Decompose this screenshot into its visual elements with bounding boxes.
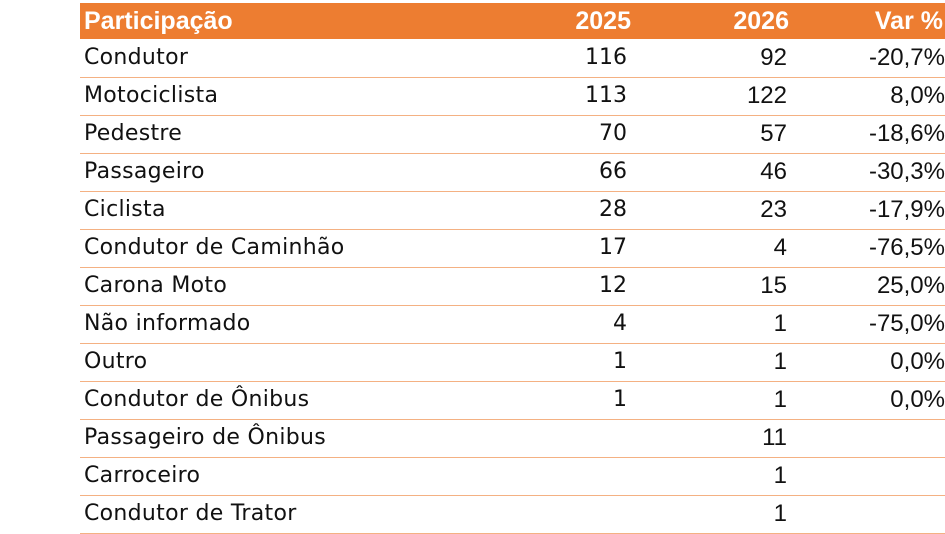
row-var-percent: -18,6% (791, 115, 945, 154)
row-var-percent: -17,9% (791, 191, 945, 230)
row-name: Pedestre (80, 115, 433, 154)
row-value-2026: 1 (633, 343, 791, 382)
row-value-2025: 116 (433, 39, 633, 78)
row-value-2026: 92 (633, 39, 791, 78)
table-row: Condutor de Caminhão 17 4 -76,5% (80, 229, 945, 268)
row-value-2025: 17 (433, 229, 633, 268)
row-var-percent: -30,3% (791, 153, 945, 192)
row-value-2026: 15 (633, 267, 791, 306)
table-row: Ciclista 28 23 -17,9% (80, 191, 945, 230)
row-name: Ciclista (80, 191, 433, 230)
row-name: Condutor de Trator (80, 495, 433, 534)
row-name: Condutor de Caminhão (80, 229, 433, 268)
header-year-2026: 2026 (733, 7, 789, 35)
header-participacao: Participação (84, 7, 233, 35)
row-value-2025: 1 (433, 381, 633, 420)
row-name: Motociclista (80, 77, 433, 116)
row-value-2026: 46 (633, 153, 791, 192)
row-var-percent: -76,5% (791, 229, 945, 268)
row-value-2026: 1 (633, 457, 791, 496)
table-row: Condutor de Trator 1 (80, 495, 945, 534)
row-name: Carroceiro (80, 457, 433, 496)
row-value-2026: 122 (633, 77, 791, 116)
row-value-2026: 1 (633, 381, 791, 420)
row-var-percent (791, 495, 945, 534)
row-value-2025: 4 (433, 305, 633, 344)
row-value-2025: 70 (433, 115, 633, 154)
participation-table: Participação 2025 2026 Var % Condutor 11… (80, 3, 945, 534)
header-var-percent: Var % (874, 7, 943, 35)
row-var-percent: 0,0% (791, 381, 945, 420)
table-row: Condutor 116 92 -20,7% (80, 39, 945, 78)
header-row: Participação 2025 2026 Var % (80, 3, 945, 39)
row-var-percent (791, 419, 945, 458)
row-value-2026: 57 (633, 115, 791, 154)
row-value-2026: 11 (633, 419, 791, 458)
row-name: Carona Moto (80, 267, 433, 306)
row-value-2026: 1 (633, 495, 791, 534)
participation-table-container: Participação 2025 2026 Var % Condutor 11… (80, 3, 945, 534)
row-value-2025: 28 (433, 191, 633, 230)
row-name: Condutor de Ônibus (80, 381, 433, 420)
row-name: Não informado (80, 305, 433, 344)
row-name: Outro (80, 343, 433, 382)
table-row: Não informado 4 1 -75,0% (80, 305, 945, 344)
row-var-percent: -20,7% (791, 39, 945, 78)
row-value-2025 (433, 495, 633, 534)
table-row: Carroceiro 1 (80, 457, 945, 496)
row-name: Passageiro de Ônibus (80, 419, 433, 458)
row-var-percent: 25,0% (791, 267, 945, 306)
row-value-2025: 113 (433, 77, 633, 116)
table-row: Motociclista 113 122 8,0% (80, 77, 945, 116)
row-value-2025: 66 (433, 153, 633, 192)
table-row: Outro 1 1 0,0% (80, 343, 945, 382)
row-var-percent (791, 457, 945, 496)
table-body: Condutor 116 92 -20,7% Motociclista 113 … (80, 39, 945, 534)
table-row: Condutor de Ônibus 1 1 0,0% (80, 381, 945, 420)
table-row: Carona Moto 12 15 25,0% (80, 267, 945, 306)
row-value-2026: 23 (633, 191, 791, 230)
table-row: Passageiro 66 46 -30,3% (80, 153, 945, 192)
row-name: Passageiro (80, 153, 433, 192)
row-var-percent: 8,0% (791, 77, 945, 116)
row-value-2026: 4 (633, 229, 791, 268)
table-header: Participação 2025 2026 Var % (80, 3, 945, 39)
table-row: Pedestre 70 57 -18,6% (80, 115, 945, 154)
row-var-percent: -75,0% (791, 305, 945, 344)
row-value-2025 (433, 457, 633, 496)
table-row: Passageiro de Ônibus 11 (80, 419, 945, 458)
header-year-2025: 2025 (575, 7, 631, 35)
row-value-2025: 1 (433, 343, 633, 382)
row-var-percent: 0,0% (791, 343, 945, 382)
row-value-2025 (433, 419, 633, 458)
row-name: Condutor (80, 39, 433, 78)
row-value-2026: 1 (633, 305, 791, 344)
row-value-2025: 12 (433, 267, 633, 306)
